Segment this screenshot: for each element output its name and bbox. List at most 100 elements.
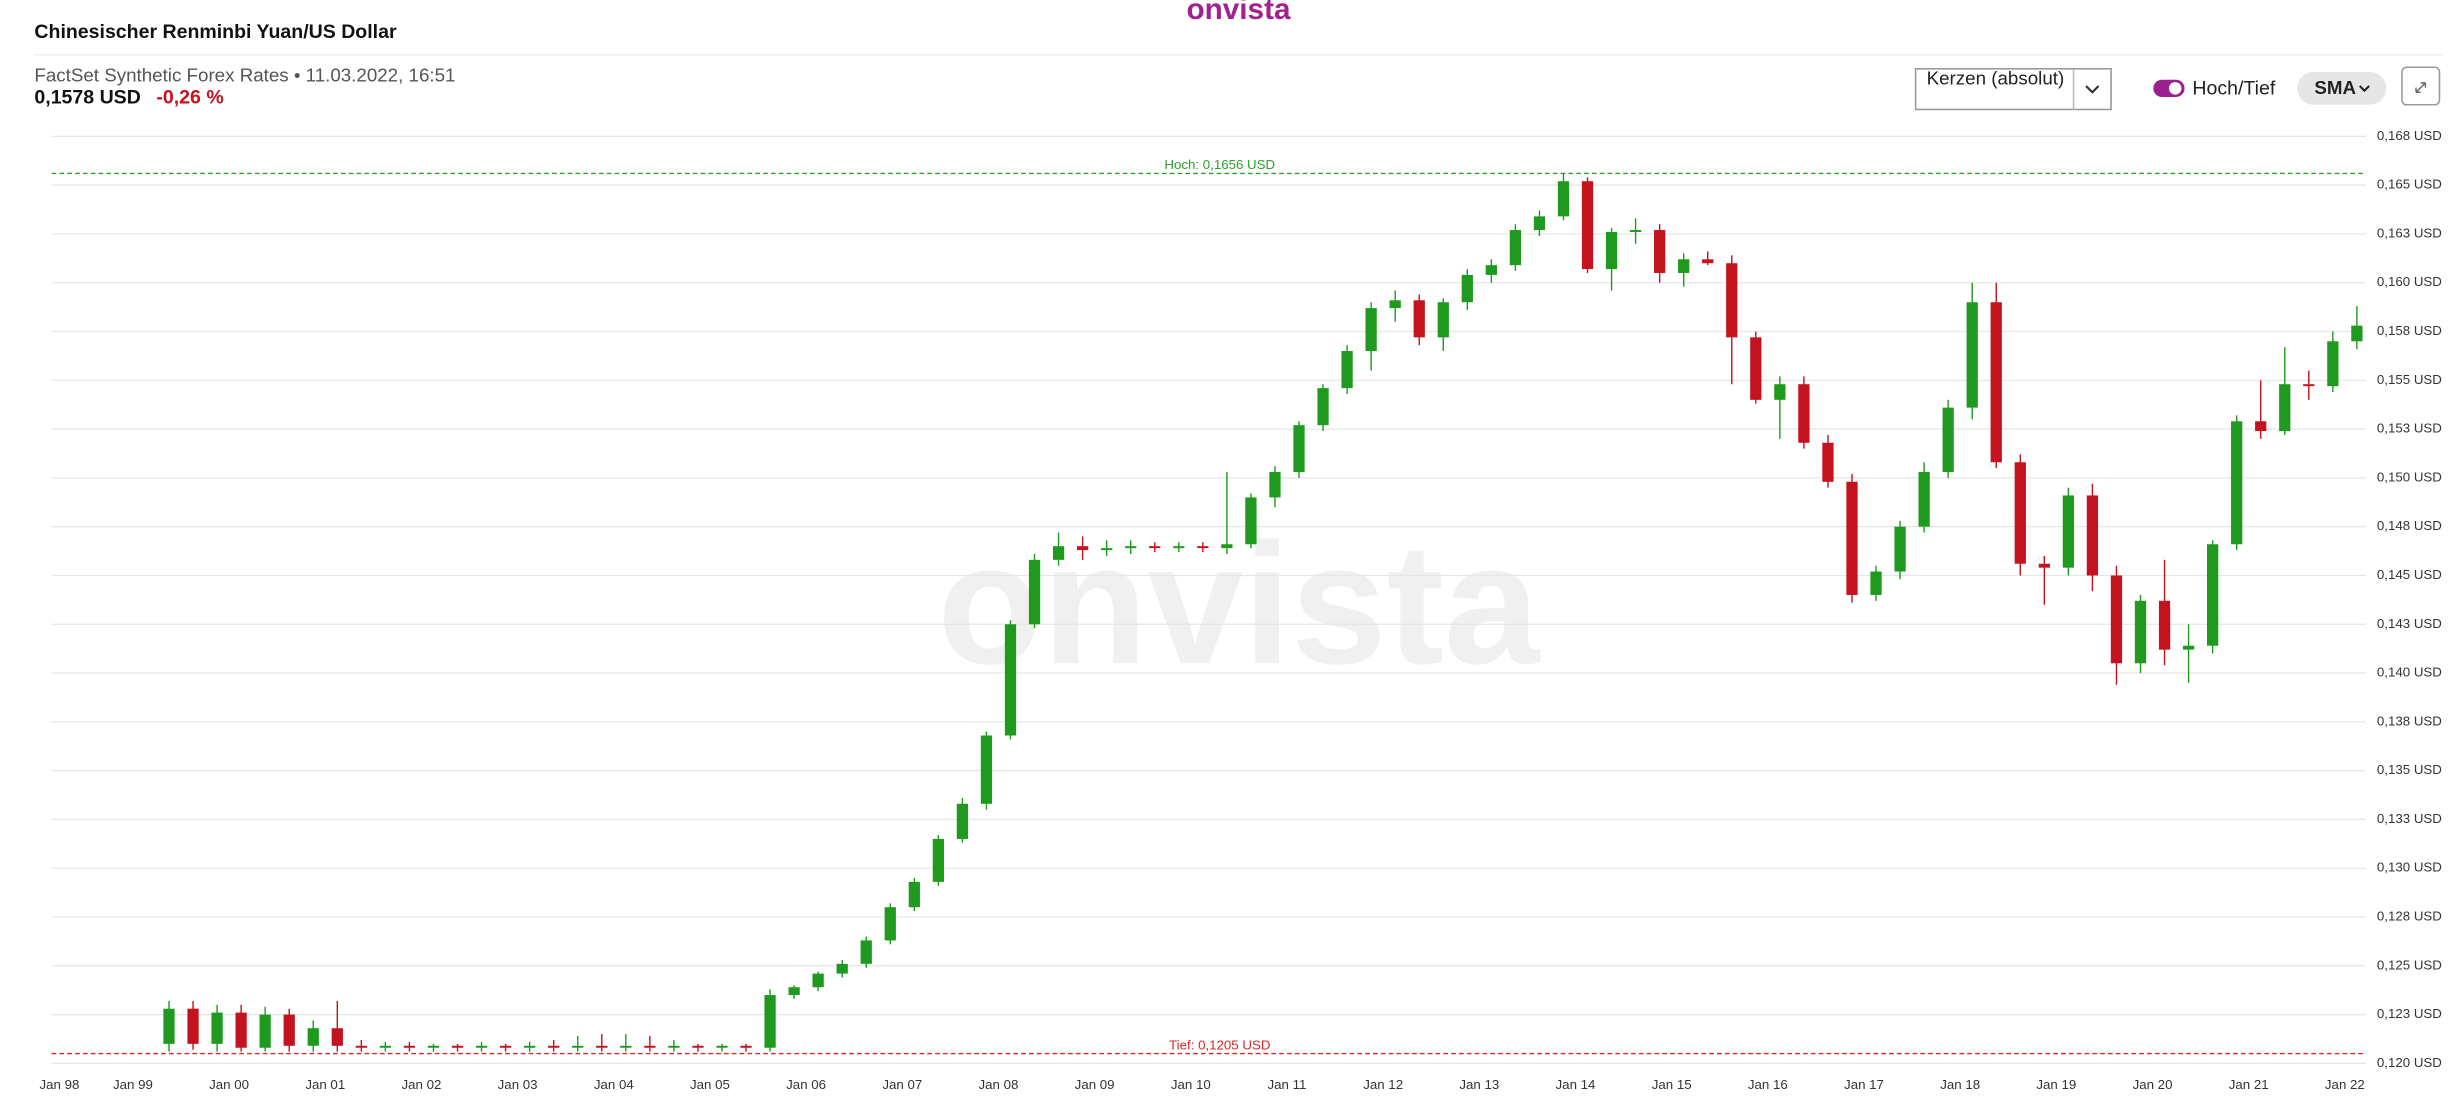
- high-low-toggle[interactable]: Hoch/Tief: [2153, 77, 2276, 99]
- candle-body: [1870, 571, 1882, 595]
- x-tick-label: Jan 15: [1652, 1077, 1692, 1092]
- candle-body: [1702, 259, 1714, 264]
- y-tick-label: 0,160 USD: [2377, 274, 2442, 289]
- select-text: Kerzen (absolut): [1926, 67, 2065, 90]
- expand-box[interactable]: [2401, 66, 2441, 106]
- candle-body: [2110, 575, 2123, 664]
- candle-body: [1413, 300, 1425, 338]
- x-tick-label: Jan 04: [594, 1077, 634, 1092]
- x-tick-label: Jan 98: [39, 1077, 79, 1092]
- candle-body: [1966, 302, 1978, 408]
- candle-body: [1581, 181, 1594, 270]
- candle-body: [1918, 472, 1930, 527]
- candle-body: [1533, 216, 1546, 231]
- candle-body: [2038, 563, 2050, 568]
- y-tick-label: 0,168 USD: [2377, 128, 2442, 143]
- candle-body: [2327, 341, 2339, 387]
- x-tick-label: Jan 16: [1748, 1077, 1788, 1092]
- candle-body: [2086, 495, 2099, 576]
- y-tick-label: 0,135 USD: [2377, 762, 2442, 777]
- y-tick-label: 0,138 USD: [2377, 713, 2442, 728]
- sma-pill[interactable]: [2297, 71, 2387, 105]
- y-tick-label: 0,145 USD: [2377, 567, 2442, 582]
- candle-body: [1125, 546, 1137, 549]
- expand-button[interactable]: [2401, 66, 2441, 106]
- candle-body: [620, 1045, 632, 1048]
- candle-body: [884, 907, 896, 941]
- chart-style-select[interactable]: Kerzen (absolut): [1914, 67, 2112, 114]
- candle-body: [908, 881, 920, 908]
- candle-body: [2182, 645, 2195, 650]
- x-tick-label: Jan 06: [786, 1077, 826, 1092]
- y-tick-label: 0,128 USD: [2377, 909, 2442, 924]
- candle-body: [2207, 544, 2219, 646]
- candle-body: [548, 1045, 560, 1048]
- y-tick-label: 0,163 USD: [2377, 225, 2442, 240]
- candle-body: [860, 940, 872, 964]
- candle-body: [2134, 600, 2147, 664]
- candle-body: [451, 1045, 464, 1048]
- candle-body: [1149, 546, 1161, 549]
- candle-body: [1101, 548, 1113, 551]
- candle-body: [2279, 384, 2291, 432]
- x-tick-label: Jan 18: [1940, 1077, 1980, 1092]
- candle-body: [1509, 230, 1522, 266]
- candle-body: [932, 838, 944, 882]
- x-tick-label: Jan 21: [2229, 1077, 2269, 1092]
- y-tick-label: 0,150 USD: [2377, 469, 2442, 484]
- candle-body: [2255, 421, 2267, 432]
- candle-body: [403, 1045, 416, 1048]
- candle-body: [211, 1012, 223, 1044]
- select-box[interactable]: [1914, 68, 2112, 111]
- y-tick-label: 0,125 USD: [2377, 957, 2442, 972]
- y-tick-label: 0,153 USD: [2377, 421, 2442, 436]
- x-tick-label: Jan 17: [1844, 1077, 1884, 1092]
- candle-body: [1004, 624, 1017, 736]
- candle-body: [259, 1014, 271, 1048]
- candle-body: [1076, 546, 1089, 551]
- candle-body: [1846, 481, 1858, 595]
- x-tick-label: Jan 12: [1363, 1077, 1403, 1092]
- page-title: Chinesischer Renminbi Yuan/US Dollar: [34, 21, 397, 43]
- candle-body: [1726, 263, 1738, 338]
- candle-body: [1654, 230, 1666, 273]
- source: FactSet Synthetic Forex Rates • 11.03.20…: [34, 65, 455, 86]
- y-tick-label: 0,133 USD: [2377, 811, 2442, 826]
- logo[interactable]: onvista: [1187, 0, 1291, 26]
- y-tick-label: 0,158 USD: [2377, 323, 2442, 338]
- candle-body: [836, 963, 848, 974]
- candle-body: [2303, 384, 2315, 387]
- candle-body: [475, 1045, 488, 1048]
- candle-body: [596, 1045, 608, 1048]
- candle-body: [1605, 231, 1618, 270]
- candle-body: [2231, 421, 2243, 545]
- candle-body: [187, 1008, 199, 1044]
- candle-body: [644, 1045, 656, 1048]
- candle-body: [379, 1045, 392, 1048]
- x-tick-label: Jan 19: [2036, 1077, 2076, 1092]
- toggle-knob: [2168, 82, 2182, 95]
- y-tick-label: 0,123 USD: [2377, 1006, 2442, 1021]
- candle-body: [427, 1045, 440, 1048]
- candle-body: [1245, 497, 1257, 545]
- sma-label: SMA: [2314, 77, 2356, 98]
- candle-body: [307, 1028, 319, 1046]
- y-tick-label: 0,165 USD: [2377, 177, 2442, 192]
- candle-body: [1774, 384, 1786, 400]
- x-tick-label: Jan 07: [882, 1077, 922, 1092]
- sma-chevron: [2359, 85, 2370, 93]
- candle-body: [2351, 325, 2363, 342]
- x-tick-label: Jan 14: [1556, 1077, 1596, 1092]
- candle-body: [2062, 495, 2075, 568]
- watermark: onvista: [937, 508, 1541, 700]
- x-tick-label: Jan 00: [209, 1077, 249, 1092]
- candle-body: [1822, 442, 1834, 482]
- sma-button[interactable]: SMA: [2297, 71, 2387, 105]
- candle-body: [1341, 351, 1353, 389]
- candle-body: [524, 1045, 536, 1048]
- x-tick-label: Jan 05: [690, 1077, 730, 1092]
- candle-body: [740, 1045, 752, 1048]
- candle-body: [1798, 384, 1810, 443]
